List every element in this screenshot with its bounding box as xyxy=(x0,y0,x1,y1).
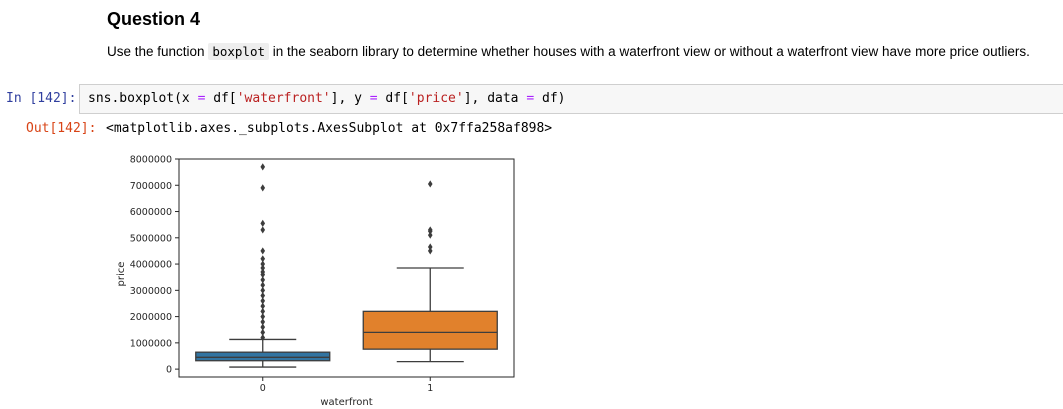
outlier-point xyxy=(427,180,433,188)
outlier-point xyxy=(260,264,266,272)
x-axis-label: waterfront xyxy=(320,397,372,408)
code-token: = xyxy=(197,91,206,106)
x-tick-label: 1 xyxy=(427,383,433,394)
inline-code-boxplot: boxplot xyxy=(208,43,269,60)
code-token: = xyxy=(369,91,378,106)
outlier-point xyxy=(427,231,433,239)
code-token: sns.boxplot(x xyxy=(88,91,198,106)
y-tick-label: 5000000 xyxy=(130,233,172,244)
outlier-point xyxy=(260,307,266,315)
code-token: df[ xyxy=(377,91,409,106)
boxplot-chart: 0 1000000 2000000 3000000 4000000 5000000 6000… xyxy=(116,155,515,408)
outlier-point xyxy=(260,334,266,342)
outlier-point xyxy=(260,255,266,263)
outlier-point xyxy=(260,291,266,300)
outlier-point xyxy=(427,226,433,234)
code-token: 'waterfront' xyxy=(236,91,331,106)
outlier-point xyxy=(260,268,266,276)
outlier-point xyxy=(260,260,266,268)
input-prompt: In [142]: xyxy=(6,91,77,106)
outlier-point xyxy=(260,184,266,192)
outlier-point xyxy=(260,276,266,284)
code-token: ], data xyxy=(463,91,527,106)
code-token: 'price' xyxy=(408,91,464,106)
outlier-point xyxy=(427,243,433,251)
code-token: ], y xyxy=(330,91,370,106)
output-text: <matplotlib.axes._subplots.AxesSubplot a… xyxy=(106,121,553,136)
y-tick-label: 0 xyxy=(166,365,172,376)
outlier-point xyxy=(427,247,433,255)
outlier-point xyxy=(260,286,266,294)
y-tick-label: 6000000 xyxy=(130,207,172,218)
outlier-point xyxy=(260,302,266,310)
y-tick-label: 8000000 xyxy=(130,155,172,166)
outlier-point xyxy=(260,226,266,234)
y-tick-label: 7000000 xyxy=(130,181,172,192)
y-tick-label: 3000000 xyxy=(130,286,172,297)
box-iqr xyxy=(195,351,331,362)
question-text: Use the function boxplot in the seaborn … xyxy=(107,43,1030,60)
code-line[interactable]: sns.boxplot(x = df['waterfront'], y = df… xyxy=(88,91,565,106)
question-text-after: in the seaborn library to determine whet… xyxy=(269,44,1030,59)
x-tick-label: 0 xyxy=(260,383,266,394)
outlier-point xyxy=(260,247,266,255)
y-tick-label: 2000000 xyxy=(130,312,172,323)
y-tick-label: 4000000 xyxy=(130,260,172,271)
outlier-point xyxy=(260,323,266,331)
outlier-point xyxy=(260,163,266,171)
question-heading: Question 4 xyxy=(107,9,201,29)
code-token: df) xyxy=(534,91,566,106)
outlier-point xyxy=(260,219,266,227)
code-token: df[ xyxy=(205,91,237,106)
output-prompt: Out[142]: xyxy=(26,121,97,136)
axes-frame xyxy=(178,158,515,378)
y-tick-label: 1000000 xyxy=(130,338,172,349)
code-input-cell[interactable]: sns.boxplot(x = df['waterfront'], y = df… xyxy=(79,84,1063,114)
question-text-before: Use the function xyxy=(107,44,209,59)
code-token: = xyxy=(526,91,535,106)
outlier-point xyxy=(260,318,266,326)
y-axis-label: price xyxy=(116,262,127,287)
box-iqr xyxy=(362,310,498,350)
